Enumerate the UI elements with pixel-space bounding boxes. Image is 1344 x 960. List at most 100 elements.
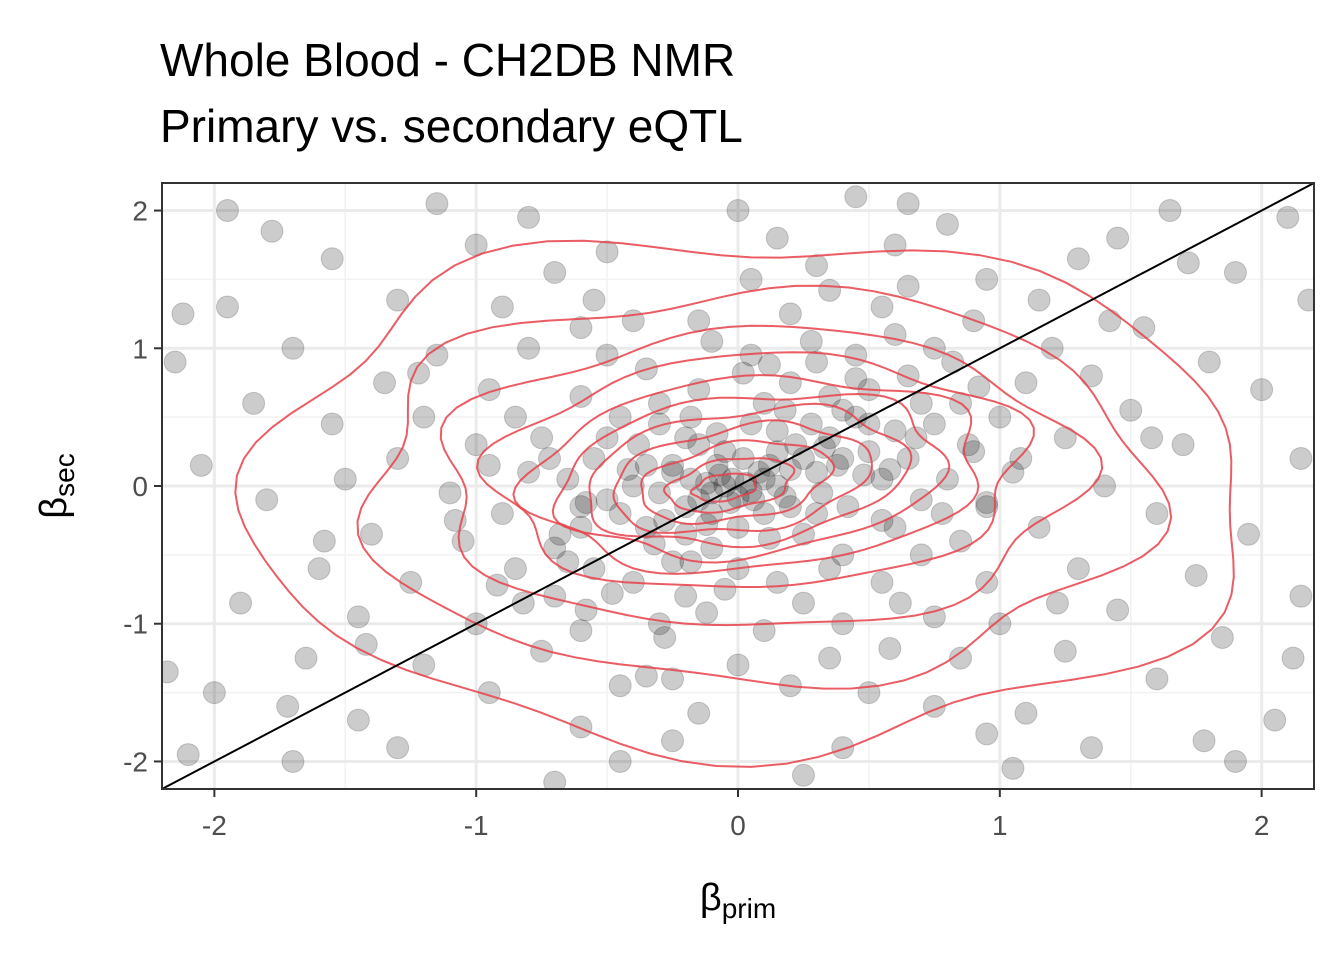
chart-title: Whole Blood - CH2DB NMR [160,34,735,86]
data-point [281,336,305,360]
data-point [1119,398,1143,422]
data-point [1250,378,1274,402]
data-point [202,681,226,705]
data-point [569,384,593,408]
x-tick-label: -2 [202,810,227,841]
data-point [438,481,462,505]
data-point [503,557,527,581]
data-point [956,433,980,457]
data-point [517,205,541,229]
data-point [791,591,815,615]
data-point [878,457,902,481]
data-point [647,612,671,636]
data-point [765,570,789,594]
data-point [647,412,671,436]
data-point [844,343,868,367]
data-point [307,557,331,581]
data-point [1053,639,1077,663]
x-tick-label: 2 [1254,810,1270,841]
data-point [627,433,651,457]
data-point [818,278,842,302]
data-point [1176,251,1200,275]
data-point [1014,371,1038,395]
data-point [621,474,645,498]
data-point [490,502,514,526]
data-point [595,343,619,367]
data-point [713,440,737,464]
data-point [778,371,802,395]
data-point [896,192,920,216]
y-tick-label: 0 [132,471,148,502]
data-point [883,233,907,257]
data-point [687,309,711,333]
data-point [909,391,933,415]
data-point [1289,446,1313,470]
data-point [896,364,920,388]
density-contour [662,457,796,514]
data-point [569,316,593,340]
data-point [582,288,606,312]
x-tick-label: 1 [992,810,1008,841]
data-point [189,453,213,477]
density-contour [475,351,1035,588]
data-point [904,426,928,450]
data-point [825,453,849,477]
data-point [569,715,593,739]
data-point [171,302,195,326]
y-axis-label: βsec [33,453,80,518]
data-point [831,446,855,470]
data-point [1210,626,1234,649]
data-point [831,612,855,636]
data-point [831,736,855,760]
data-point [878,637,902,661]
data-point [778,495,802,519]
data-point [1045,591,1069,615]
density-contour [640,439,836,526]
data-point [163,350,187,374]
density-contour [612,419,873,534]
data-point [600,581,624,605]
data-point [870,570,894,594]
data-point [490,295,514,319]
reference-line [162,183,1314,789]
data-point [674,426,698,450]
data-point [1140,426,1164,450]
data-point [674,522,698,546]
data-point [477,453,501,477]
data-point [695,601,719,625]
data-point [975,722,999,746]
data-point [634,664,658,688]
data-point [935,467,959,491]
data-point [255,488,279,512]
data-point [1066,557,1090,581]
data-point [922,605,946,629]
data-point [359,522,383,546]
data-point [713,577,737,601]
data-point [215,199,239,223]
data-point [844,185,868,209]
data-point [1171,433,1195,457]
data-point [503,405,527,429]
data-point [674,584,698,608]
density-contours [234,239,1235,768]
data-point [726,199,750,223]
density-contour [234,239,1235,768]
density-contour [588,402,913,549]
data-point [1145,502,1169,526]
data-point [962,440,986,464]
data-point [162,660,179,684]
data-point [281,749,305,773]
y-axis-label-symbol: β [33,497,75,519]
data-point [386,736,410,760]
data-point [1158,199,1182,223]
data-point [661,667,685,691]
data-point [870,467,894,491]
data-point [653,626,677,649]
data-point [778,302,802,326]
data-point [731,361,755,385]
data-point [1263,708,1287,732]
data-point [1079,364,1103,388]
data-point [896,274,920,298]
